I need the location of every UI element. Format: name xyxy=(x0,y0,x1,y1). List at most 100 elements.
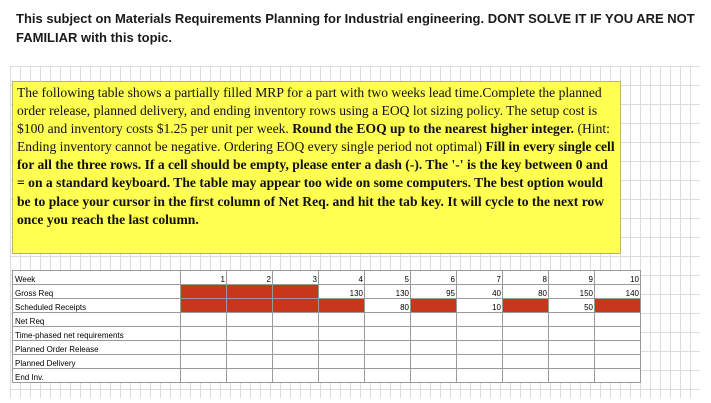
table-cell: 130 xyxy=(364,284,411,299)
input-cell[interactable] xyxy=(272,312,319,327)
input-cell[interactable] xyxy=(226,326,273,341)
table-cell xyxy=(318,298,365,313)
table-cell: 95 xyxy=(410,284,457,299)
table-cell xyxy=(272,284,319,299)
input-cell[interactable] xyxy=(502,340,549,355)
table-row: Gross Req 130 130 95 40 80 150 140 xyxy=(12,284,641,299)
input-cell[interactable] xyxy=(226,368,273,383)
row-label: Net Req xyxy=(12,312,181,327)
row-label: Planned Delivery xyxy=(12,354,181,369)
table-cell xyxy=(226,298,273,313)
input-cell[interactable] xyxy=(410,312,457,327)
table-cell: 2 xyxy=(226,270,273,285)
input-cell[interactable] xyxy=(548,354,595,369)
input-cell[interactable] xyxy=(180,340,227,355)
input-cell[interactable] xyxy=(318,326,365,341)
input-cell[interactable] xyxy=(318,368,365,383)
input-cell[interactable] xyxy=(364,326,411,341)
input-cell[interactable] xyxy=(410,340,457,355)
input-cell[interactable] xyxy=(502,354,549,369)
table-cell xyxy=(410,298,457,313)
table-row: Week 1 2 3 4 5 6 7 8 9 10 xyxy=(12,270,641,285)
input-cell[interactable] xyxy=(456,340,503,355)
table-cell xyxy=(180,298,227,313)
question-heading: This subject on Materials Requirements P… xyxy=(16,11,695,45)
input-cell[interactable] xyxy=(318,312,365,327)
input-cell[interactable] xyxy=(272,354,319,369)
table-cell: 8 xyxy=(502,270,549,285)
input-cell[interactable] xyxy=(456,326,503,341)
table-row: Scheduled Receipts 80 10 50 xyxy=(12,298,641,313)
table-cell: 10 xyxy=(456,298,503,313)
table-row: Time-phased net requirements xyxy=(12,326,641,341)
table-cell xyxy=(226,284,273,299)
row-label: Planned Order Release xyxy=(12,340,181,355)
table-cell: 6 xyxy=(410,270,457,285)
table-row: Planned Delivery xyxy=(12,354,641,369)
input-cell[interactable] xyxy=(548,326,595,341)
input-cell[interactable] xyxy=(594,312,641,327)
table-cell: 5 xyxy=(364,270,411,285)
table-cell: 150 xyxy=(548,284,595,299)
input-cell[interactable] xyxy=(364,368,411,383)
row-label: Time-phased net requirements xyxy=(12,326,181,341)
table-cell: 130 xyxy=(318,284,365,299)
table-cell: 7 xyxy=(456,270,503,285)
input-cell[interactable] xyxy=(456,312,503,327)
input-cell[interactable] xyxy=(594,326,641,341)
input-cell[interactable] xyxy=(364,354,411,369)
table-row: Planned Order Release xyxy=(12,340,641,355)
problem-bold-1: Round the EOQ up to the nearest higher i… xyxy=(292,121,575,137)
input-cell[interactable] xyxy=(548,340,595,355)
problem-bold-2: Fill in every single cell for all the th… xyxy=(17,139,615,227)
input-cell[interactable] xyxy=(410,368,457,383)
problem-text-2: (Hint: Ending inventory cannot be negati… xyxy=(17,121,610,155)
input-cell[interactable] xyxy=(272,326,319,341)
input-cell[interactable] xyxy=(410,326,457,341)
input-cell[interactable] xyxy=(456,368,503,383)
table-cell: 9 xyxy=(548,270,595,285)
row-label: Gross Req xyxy=(12,284,181,299)
input-cell[interactable] xyxy=(594,368,641,383)
input-cell[interactable] xyxy=(594,354,641,369)
problem-text-1: The following table shows a partially fi… xyxy=(17,85,602,137)
table-cell: 50 xyxy=(548,298,595,313)
input-cell[interactable] xyxy=(410,354,457,369)
input-cell[interactable] xyxy=(364,312,411,327)
table-cell: 10 xyxy=(594,270,641,285)
input-cell[interactable] xyxy=(364,340,411,355)
input-cell[interactable] xyxy=(502,368,549,383)
input-cell[interactable] xyxy=(548,312,595,327)
input-cell[interactable] xyxy=(502,312,549,327)
input-cell[interactable] xyxy=(272,368,319,383)
problem-statement-box: The following table shows a partially fi… xyxy=(12,81,621,254)
input-cell[interactable] xyxy=(456,354,503,369)
table-cell xyxy=(502,298,549,313)
table-cell: 140 xyxy=(594,284,641,299)
input-cell[interactable] xyxy=(548,368,595,383)
input-cell[interactable] xyxy=(180,326,227,341)
input-cell[interactable] xyxy=(226,312,273,327)
mrp-table: Week 1 2 3 4 5 6 7 8 9 10 Gross Req 130 130 95 40 80 150 1… xyxy=(12,270,641,383)
table-cell: 40 xyxy=(456,284,503,299)
row-label: Scheduled Receipts xyxy=(12,298,181,313)
table-cell: 1 xyxy=(180,270,227,285)
input-cell[interactable] xyxy=(180,354,227,369)
table-cell: 80 xyxy=(502,284,549,299)
input-cell[interactable] xyxy=(318,340,365,355)
row-label: Week xyxy=(12,270,181,285)
input-cell[interactable] xyxy=(226,340,273,355)
table-cell: 80 xyxy=(364,298,411,313)
input-cell[interactable] xyxy=(502,326,549,341)
input-cell[interactable] xyxy=(180,312,227,327)
input-cell[interactable] xyxy=(272,340,319,355)
table-cell: 3 xyxy=(272,270,319,285)
input-cell[interactable] xyxy=(318,354,365,369)
table-cell xyxy=(180,284,227,299)
input-cell[interactable] xyxy=(594,340,641,355)
table-row: Net Req xyxy=(12,312,641,327)
table-cell xyxy=(272,298,319,313)
input-cell[interactable] xyxy=(180,368,227,383)
table-cell xyxy=(594,298,641,313)
input-cell[interactable] xyxy=(226,354,273,369)
